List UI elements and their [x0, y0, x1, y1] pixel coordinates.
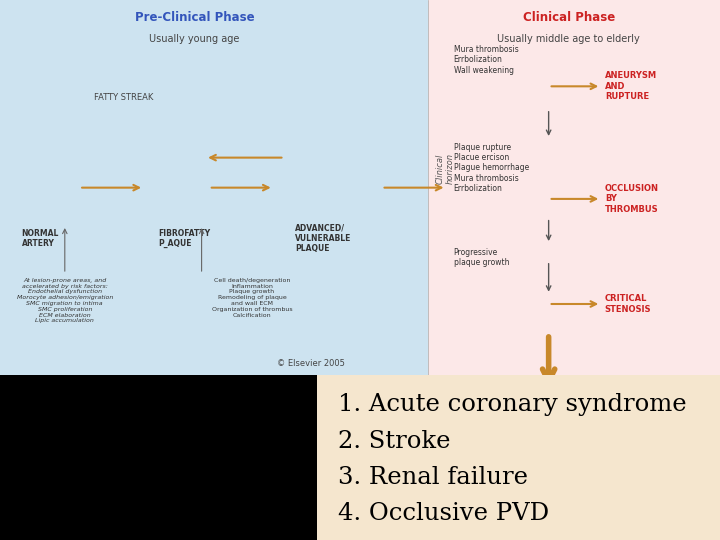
FancyBboxPatch shape	[317, 375, 720, 540]
Text: Usually young age: Usually young age	[149, 34, 240, 44]
Text: FATTY STREAK: FATTY STREAK	[94, 93, 153, 102]
Text: Mura thrombosis
Errbolization
Wall weakening: Mura thrombosis Errbolization Wall weake…	[454, 45, 518, 75]
Text: FIBROFATTY
P_AQUE: FIBROFATTY P_AQUE	[158, 228, 210, 248]
Text: ADVANCED/
VULNERABLE
PLAQUE: ADVANCED/ VULNERABLE PLAQUE	[295, 224, 351, 253]
FancyBboxPatch shape	[0, 0, 428, 375]
Text: Pre-Clinical Phase: Pre-Clinical Phase	[135, 11, 254, 24]
Text: Clinical Phase: Clinical Phase	[523, 11, 615, 24]
Text: 4. Occlusive PVD: 4. Occlusive PVD	[338, 502, 549, 525]
Text: Progressive
plaque growth: Progressive plaque growth	[454, 248, 509, 267]
Text: © Elsevier 2005: © Elsevier 2005	[277, 359, 345, 368]
Text: ANEURYSM
AND
RUPTURE: ANEURYSM AND RUPTURE	[605, 71, 657, 101]
Text: 2. Stroke: 2. Stroke	[338, 430, 451, 453]
Text: OCCLUSION
BY
THROMBUS: OCCLUSION BY THROMBUS	[605, 184, 659, 214]
Text: Cell death/degeneration
Inflammation
Plaque growth
Remodeling of plaque
and wall: Cell death/degeneration Inflammation Pla…	[212, 278, 292, 318]
Text: Clinical
horizon: Clinical horizon	[436, 153, 455, 184]
FancyBboxPatch shape	[428, 0, 720, 375]
Text: 3. Renal failure: 3. Renal failure	[338, 466, 528, 489]
FancyBboxPatch shape	[0, 375, 317, 540]
Text: 1. Acute coronary syndrome: 1. Acute coronary syndrome	[338, 394, 687, 416]
Text: NORMAL
ARTERY: NORMAL ARTERY	[22, 228, 59, 248]
Text: Usually middle age to elderly: Usually middle age to elderly	[498, 34, 640, 44]
Text: CRITICAL
STENOSIS: CRITICAL STENOSIS	[605, 294, 652, 314]
Text: At lesion-prone areas, and
accelerated by risk factors:
Endothelial dysfunction
: At lesion-prone areas, and accelerated b…	[17, 278, 113, 323]
Text: Plaque rupture
Placue ercison
Plague hemorrhage
Mura thrombosis
Errbolization: Plaque rupture Placue ercison Plague hem…	[454, 143, 529, 193]
